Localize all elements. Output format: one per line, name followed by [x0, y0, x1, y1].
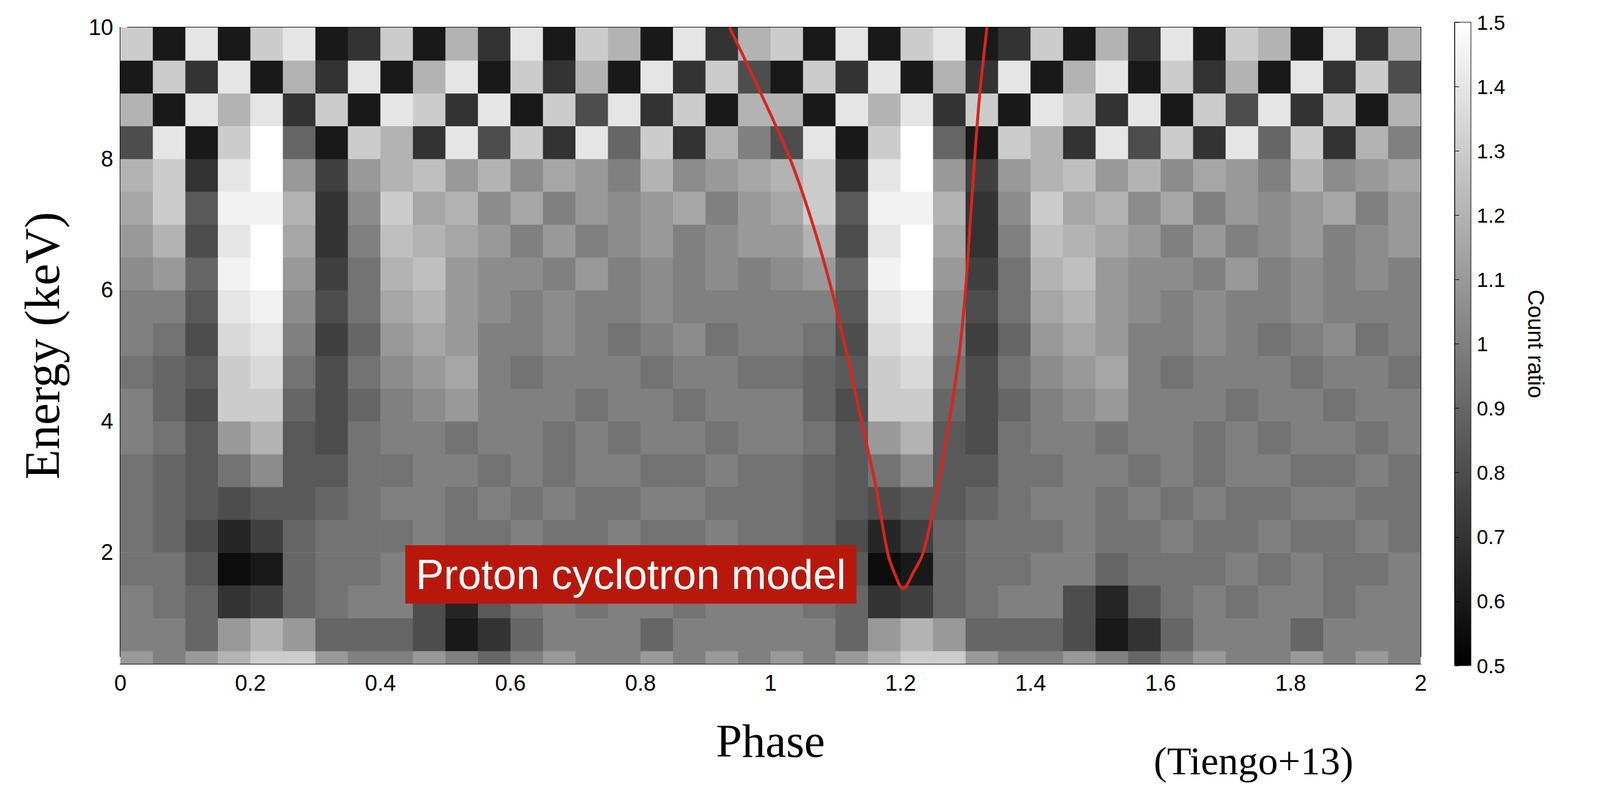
svg-text:Count ratio: Count ratio	[1523, 289, 1549, 399]
svg-text:Phase: Phase	[716, 715, 826, 767]
svg-text:2: 2	[1414, 670, 1427, 696]
svg-text:Proton cyclotron model: Proton cyclotron model	[415, 550, 846, 598]
svg-text:0.6: 0.6	[494, 670, 526, 696]
svg-text:0.2: 0.2	[234, 670, 266, 696]
svg-text:0.6: 0.6	[1476, 589, 1506, 613]
svg-text:8: 8	[101, 146, 114, 172]
svg-text:1.4: 1.4	[1476, 75, 1506, 99]
svg-text:0.8: 0.8	[625, 670, 657, 696]
svg-text:1: 1	[1476, 332, 1488, 356]
svg-text:1.6: 1.6	[1144, 670, 1176, 696]
svg-text:1: 1	[764, 670, 777, 696]
svg-text:1.2: 1.2	[884, 670, 916, 696]
svg-text:Energy (keV): Energy (keV)	[15, 212, 71, 480]
svg-text:1.3: 1.3	[1476, 139, 1506, 163]
svg-text:1.4: 1.4	[1015, 670, 1047, 696]
svg-text:1.8: 1.8	[1275, 670, 1307, 696]
svg-text:0.4: 0.4	[365, 670, 397, 696]
svg-text:0: 0	[113, 670, 127, 696]
svg-text:(Tiengo+13): (Tiengo+13)	[1153, 738, 1354, 783]
svg-text:0.9: 0.9	[1476, 396, 1506, 420]
svg-text:1.5: 1.5	[1476, 11, 1506, 34]
svg-text:1.2: 1.2	[1476, 203, 1506, 227]
svg-text:0.5: 0.5	[1476, 654, 1506, 678]
svg-text:4: 4	[101, 408, 114, 434]
svg-text:0.7: 0.7	[1476, 525, 1506, 548]
svg-text:0.8: 0.8	[1476, 460, 1506, 484]
svg-text:1.1: 1.1	[1476, 268, 1506, 291]
svg-text:6: 6	[101, 277, 114, 303]
svg-text:10: 10	[88, 15, 114, 40]
svg-text:2: 2	[101, 539, 114, 565]
